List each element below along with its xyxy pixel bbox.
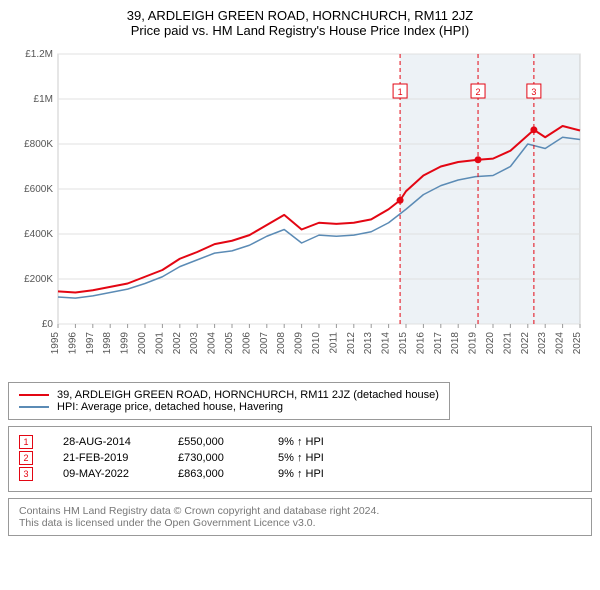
legend-swatch [19, 406, 49, 408]
svg-text:2020: 2020 [485, 332, 496, 355]
svg-text:2005: 2005 [224, 332, 235, 355]
svg-text:2013: 2013 [363, 332, 374, 355]
svg-text:£600K: £600K [24, 184, 53, 195]
svg-text:2025: 2025 [572, 332, 583, 355]
sales-row: 3 09-MAY-2022 £863,000 9% ↑ HPI [19, 467, 581, 481]
sales-price: £550,000 [178, 436, 248, 448]
svg-text:£0: £0 [42, 319, 54, 330]
sales-date: 09-MAY-2022 [63, 468, 148, 480]
svg-text:2023: 2023 [537, 332, 548, 355]
sales-pct: 5% ↑ HPI [278, 452, 324, 464]
sales-row: 1 28-AUG-2014 £550,000 9% ↑ HPI [19, 435, 581, 449]
svg-text:2012: 2012 [346, 332, 357, 355]
svg-text:1998: 1998 [102, 332, 113, 355]
chart: £0 £200K £400K £600K £800K £1M £1.2M 1995 1996 19… [8, 44, 592, 374]
sales-pct: 9% ↑ HPI [278, 436, 324, 448]
sales-price: £863,000 [178, 468, 248, 480]
svg-text:1: 1 [398, 87, 403, 97]
svg-text:2: 2 [476, 87, 481, 97]
sales-date: 28-AUG-2014 [63, 436, 148, 448]
svg-text:£200K: £200K [24, 274, 53, 285]
svg-text:2021: 2021 [502, 332, 513, 355]
footer-line2: This data is licensed under the Open Gov… [19, 517, 581, 529]
title-sub: Price paid vs. HM Land Registry's House … [8, 23, 592, 38]
svg-text:2004: 2004 [207, 332, 218, 355]
sales-marker: 1 [19, 435, 33, 449]
svg-text:2022: 2022 [520, 332, 531, 355]
svg-text:£1.2M: £1.2M [25, 49, 53, 60]
svg-text:2014: 2014 [381, 332, 392, 355]
sales-price: £730,000 [178, 452, 248, 464]
svg-text:3: 3 [531, 87, 536, 97]
svg-text:2010: 2010 [311, 332, 322, 355]
legend-label: HPI: Average price, detached house, Have… [57, 401, 283, 413]
sales-row: 2 21-FEB-2019 £730,000 5% ↑ HPI [19, 451, 581, 465]
title-main: 39, ARDLEIGH GREEN ROAD, HORNCHURCH, RM1… [8, 8, 592, 23]
legend-swatch [19, 394, 49, 396]
svg-text:2011: 2011 [328, 332, 339, 354]
svg-text:2016: 2016 [415, 332, 426, 355]
footer: Contains HM Land Registry data © Crown c… [8, 498, 592, 536]
legend: 39, ARDLEIGH GREEN ROAD, HORNCHURCH, RM1… [8, 382, 450, 420]
legend-row: 39, ARDLEIGH GREEN ROAD, HORNCHURCH, RM1… [19, 389, 439, 401]
svg-text:2002: 2002 [172, 332, 183, 355]
svg-text:£400K: £400K [24, 229, 53, 240]
chart-svg: £0 £200K £400K £600K £800K £1M £1.2M 1995 1996 19… [8, 44, 592, 374]
svg-text:1996: 1996 [67, 332, 78, 355]
sales-pct: 9% ↑ HPI [278, 468, 324, 480]
svg-text:2006: 2006 [241, 332, 252, 355]
svg-text:£800K: £800K [24, 139, 53, 150]
svg-text:2017: 2017 [433, 332, 444, 355]
svg-text:2007: 2007 [259, 332, 270, 355]
sales-marker: 2 [19, 451, 33, 465]
svg-text:2024: 2024 [555, 332, 566, 355]
svg-text:2009: 2009 [294, 332, 305, 355]
svg-text:£1M: £1M [34, 94, 53, 105]
legend-label: 39, ARDLEIGH GREEN ROAD, HORNCHURCH, RM1… [57, 389, 439, 401]
sales-marker: 3 [19, 467, 33, 481]
svg-text:2018: 2018 [450, 332, 461, 355]
svg-text:2000: 2000 [137, 332, 148, 355]
sales-table: 1 28-AUG-2014 £550,000 9% ↑ HPI 2 21-FEB-2019… [8, 426, 592, 492]
svg-text:1999: 1999 [120, 332, 131, 355]
chart-titles: 39, ARDLEIGH GREEN ROAD, HORNCHURCH, RM1… [8, 8, 592, 38]
svg-text:2019: 2019 [468, 332, 479, 355]
svg-text:2015: 2015 [398, 332, 409, 355]
svg-text:2001: 2001 [154, 332, 165, 355]
svg-text:1995: 1995 [50, 332, 61, 355]
svg-text:2008: 2008 [276, 332, 287, 355]
svg-text:1997: 1997 [85, 332, 96, 355]
legend-row: HPI: Average price, detached house, Have… [19, 401, 439, 413]
sales-date: 21-FEB-2019 [63, 452, 148, 464]
svg-text:2003: 2003 [189, 332, 200, 355]
footer-line1: Contains HM Land Registry data © Crown c… [19, 505, 581, 517]
